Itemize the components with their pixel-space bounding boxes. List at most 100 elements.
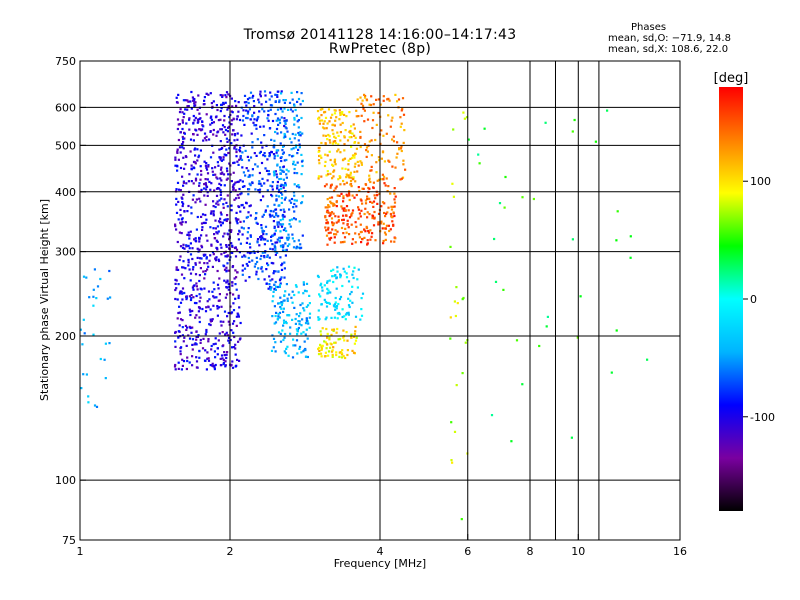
data-point: [333, 135, 336, 138]
data-point: [264, 210, 267, 213]
data-point: [328, 238, 332, 241]
data-point: [329, 158, 332, 162]
data-point: [176, 317, 179, 320]
data-point: [371, 201, 374, 204]
data-point: [175, 203, 178, 206]
data-point: [268, 153, 271, 157]
data-point: [332, 268, 335, 271]
data-point: [230, 329, 233, 332]
data-point: [350, 125, 353, 128]
data-point: [247, 256, 250, 260]
data-point: [270, 235, 273, 238]
data-point: [284, 184, 287, 187]
data-point: [282, 184, 285, 187]
data-point: [227, 105, 230, 108]
data-point: [280, 307, 283, 310]
data-point: [279, 172, 282, 175]
data-point: [399, 116, 402, 119]
data-point: [181, 326, 184, 329]
data-point: [188, 268, 191, 271]
data-point: [238, 306, 241, 309]
data-point: [451, 182, 454, 185]
data-point: [191, 268, 195, 271]
data-point: [354, 315, 358, 318]
data-point: [183, 247, 186, 250]
data-point: [204, 221, 207, 224]
data-point: [374, 239, 377, 242]
data-point: [273, 322, 276, 325]
data-point: [189, 298, 193, 302]
data-point: [285, 168, 288, 171]
data-point: [181, 175, 184, 178]
data-point: [234, 100, 237, 103]
data-point: [184, 108, 187, 111]
data-point: [198, 320, 201, 324]
data-point: [341, 167, 344, 170]
data-point: [234, 353, 237, 356]
data-point: [278, 302, 281, 305]
data-point: [279, 208, 282, 212]
data-point: [185, 328, 188, 331]
data-point: [238, 118, 242, 122]
chart-title: Tromsø 20141128 14:16:00–14:17:43: [243, 27, 517, 43]
data-point: [331, 123, 334, 127]
data-point: [223, 153, 226, 156]
data-point: [237, 163, 240, 166]
data-point: [286, 244, 289, 248]
data-point: [199, 200, 202, 203]
data-point: [338, 109, 341, 112]
data-point: [248, 174, 251, 177]
data-point: [199, 117, 202, 120]
data-point: [284, 122, 287, 125]
data-point: [279, 219, 282, 222]
data-point: [205, 135, 208, 138]
data-point: [283, 294, 286, 297]
data-point: [222, 206, 225, 209]
data-point: [292, 160, 295, 163]
data-point: [342, 267, 345, 270]
data-point: [204, 270, 207, 273]
data-point: [201, 120, 204, 123]
data-point: [187, 231, 190, 234]
data-point: [342, 158, 345, 161]
data-point: [352, 176, 355, 179]
data-point: [198, 274, 201, 277]
data-point: [259, 238, 263, 241]
data-point: [215, 231, 218, 234]
data-point: [216, 161, 219, 164]
data-point: [235, 315, 238, 318]
data-point: [244, 149, 247, 152]
data-point: [272, 262, 275, 265]
data-point: [213, 296, 216, 299]
data-point: [280, 116, 283, 119]
data-point: [579, 295, 582, 298]
data-point: [333, 124, 336, 127]
data-point: [646, 358, 649, 361]
data-point: [334, 229, 337, 232]
data-point: [239, 321, 242, 325]
data-point: [349, 173, 352, 176]
data-point: [357, 141, 360, 144]
data-point: [266, 158, 269, 161]
data-point: [190, 212, 193, 215]
data-point: [339, 337, 342, 341]
data-point: [295, 199, 298, 202]
data-point: [340, 356, 344, 359]
data-point: [360, 114, 363, 117]
data-point: [276, 154, 279, 157]
data-point: [325, 229, 328, 232]
data-point: [532, 197, 535, 201]
data-point: [361, 104, 365, 107]
data-point: [276, 238, 279, 241]
data-point: [335, 233, 338, 236]
data-point: [226, 315, 229, 318]
data-point: [182, 156, 185, 159]
data-point: [274, 112, 277, 116]
data-point: [318, 119, 321, 122]
data-point: [377, 98, 380, 101]
data-point: [199, 149, 202, 152]
data-point: [186, 233, 189, 236]
data-point: [235, 148, 238, 151]
data-point: [324, 153, 327, 156]
data-point: [329, 200, 332, 203]
